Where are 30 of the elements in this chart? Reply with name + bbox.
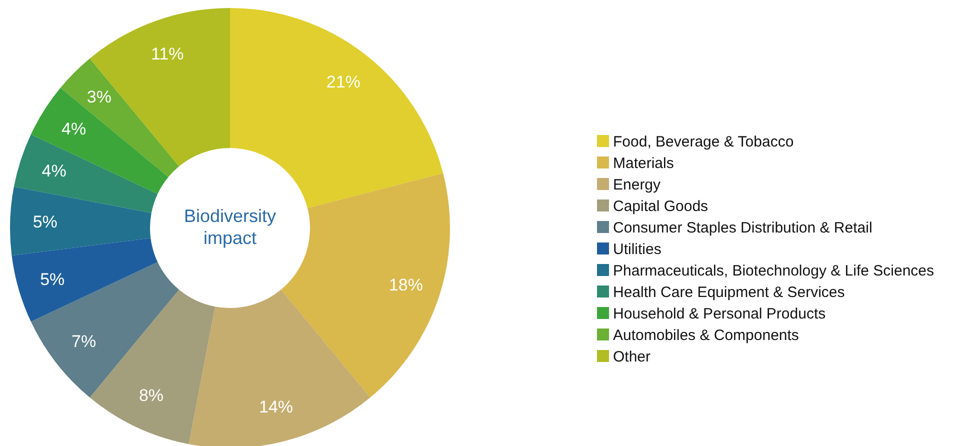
legend-label: Household & Personal Products — [613, 306, 826, 322]
legend-label: Automobiles & Components — [613, 327, 799, 344]
donut-slice — [14, 134, 158, 214]
donut-slice — [30, 88, 168, 194]
data-label: 7% — [72, 332, 96, 351]
data-label: 4% — [42, 161, 66, 180]
data-label: 8% — [138, 386, 164, 405]
data-label: 3% — [86, 88, 112, 107]
legend-label: Other — [613, 348, 651, 366]
legend-label: Health Care Equipment & Services — [613, 284, 845, 301]
donut-slice — [90, 8, 230, 166]
legend-label: Materials — [613, 155, 674, 172]
text: Biodiversity impact — [184, 206, 276, 248]
data-label: 18% — [388, 276, 423, 295]
data-label: 4% — [62, 119, 86, 138]
data-label: 11% — [150, 44, 184, 64]
donut-slice — [10, 186, 152, 256]
donut-slice — [188, 290, 370, 446]
legend-label: Food, Beverage & Tobacco — [613, 134, 794, 150]
legend-label: Consumer Staples Distribution & Retail — [613, 220, 872, 236]
legend-label: Pharmaceuticals, Biotechnology & Life Sciences — [613, 262, 934, 280]
legend-label: Energy — [613, 176, 662, 194]
donut-slice — [230, 8, 444, 208]
data-label: 5% — [32, 212, 58, 232]
donut-slice — [12, 238, 158, 322]
legend-label: Capital Goods — [613, 198, 708, 215]
data-label: 5% — [40, 270, 65, 290]
data-label: 21% — [326, 72, 360, 92]
legend-label: Utilities — [613, 241, 662, 258]
data-label: 14% — [258, 398, 294, 417]
